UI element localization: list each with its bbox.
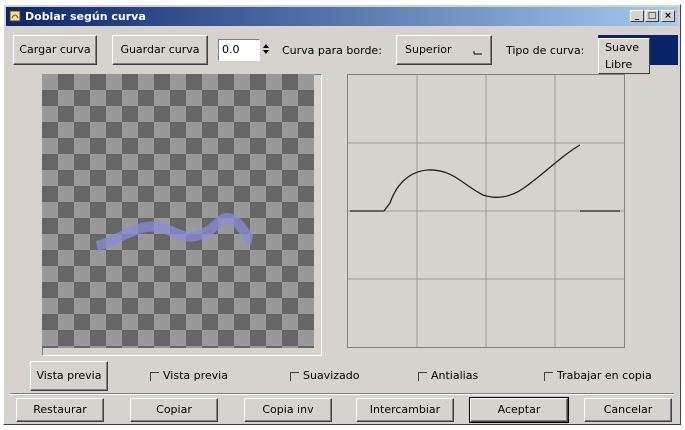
title-bar[interactable]: Doblar según curva _ □ ×	[6, 7, 678, 26]
curve-type-dropdown: Suave Libre	[598, 38, 650, 74]
offset-spinner[interactable]: 0.0	[218, 39, 260, 61]
bend-curve	[350, 144, 581, 212]
copy-inverse-button[interactable]: Copia inv	[244, 398, 332, 422]
save-curve-button[interactable]: Guardar curva	[112, 35, 208, 65]
load-curve-button[interactable]: Cargar curva	[13, 35, 97, 65]
preview-wave	[95, 213, 255, 251]
window-title: Doblar según curva	[25, 10, 146, 23]
checkbox-icon	[150, 371, 159, 381]
curve-editor[interactable]	[347, 74, 625, 348]
close-button[interactable]: ×	[661, 10, 675, 22]
ok-button[interactable]: Aceptar	[469, 397, 569, 423]
curve-type-option-smooth[interactable]: Suave	[605, 41, 639, 54]
smoothing-checkbox[interactable]: Suavizado	[290, 369, 360, 382]
reset-button[interactable]: Restaurar	[16, 398, 104, 422]
checkbox-icon	[418, 371, 427, 381]
checkbox-icon	[290, 371, 299, 381]
spinner-arrows-icon[interactable]	[262, 41, 270, 57]
chevron-down-icon	[473, 51, 482, 55]
separator	[10, 393, 674, 395]
cancel-button[interactable]: Cancelar	[584, 398, 672, 422]
curve-grid	[348, 75, 624, 347]
preview-checkbox[interactable]: Vista previa	[150, 369, 228, 382]
work-on-copy-checkbox[interactable]: Trabajar en copia	[544, 369, 652, 382]
curve-type-option-free[interactable]: Libre	[605, 58, 633, 71]
app-icon	[9, 10, 21, 22]
curve-for-border-label: Curva para borde:	[282, 44, 382, 57]
curve-type-label: Tipo de curva:	[506, 44, 585, 57]
preview-button[interactable]: Vista previa	[30, 361, 108, 391]
preview-canvas	[42, 74, 314, 348]
minimize-button[interactable]: _	[630, 10, 644, 22]
border-select[interactable]: Superior	[396, 35, 492, 65]
swap-button[interactable]: Intercambiar	[356, 398, 454, 422]
copy-button[interactable]: Copiar	[130, 398, 218, 422]
antialias-checkbox[interactable]: Antialias	[418, 369, 478, 382]
maximize-button[interactable]: □	[645, 10, 659, 22]
checkbox-icon	[544, 371, 553, 381]
offset-value: 0.0	[222, 43, 240, 56]
border-select-value: Superior	[405, 43, 452, 56]
curve-bend-dialog: Doblar según curva _ □ × Cargar curva Gu…	[3, 4, 681, 425]
